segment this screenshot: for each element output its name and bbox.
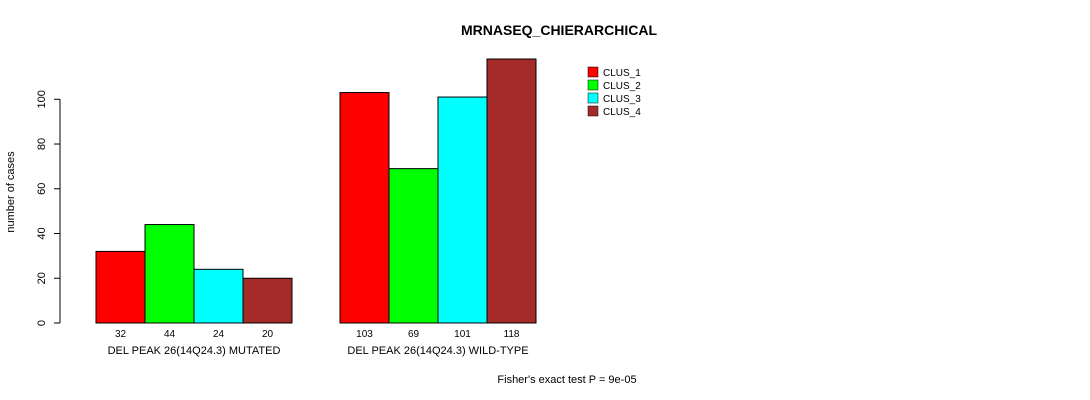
legend-swatch (587, 105, 599, 117)
bar-clus1-group-1 (95, 250, 146, 324)
y-tick-label: 0 (36, 320, 48, 326)
y-axis: 0 20 40 60 80 100 (36, 90, 61, 326)
group-label: DEL PEAK 26(14Q24.3) WILD-TYPE (347, 345, 528, 357)
y-tick-label: 60 (36, 183, 48, 195)
bar-clus4-group-1 (242, 277, 293, 324)
y-axis-label: number of cases (5, 151, 17, 233)
legend-label: CLUS_3 (603, 94, 641, 105)
bar-value-label: 101 (454, 329, 471, 340)
bar-value-label: 24 (213, 329, 225, 340)
value-labels: 32 44 24 20 103 69 101 118 (115, 329, 520, 340)
legend-swatch (587, 79, 599, 91)
fisher-test-footnote: Fisher's exact test P = 9e-05 (497, 374, 636, 386)
bar-clus3-group-1 (193, 268, 244, 324)
bars (95, 58, 537, 324)
bar-value-label: 103 (356, 329, 373, 340)
bar-clus1-group-2 (339, 92, 390, 324)
y-tick-label: 20 (36, 272, 48, 284)
legend: CLUS_1 CLUS_2 CLUS_3 CLUS_4 (587, 66, 641, 118)
legend-swatch (587, 92, 599, 104)
bar-clus4-group-2 (486, 58, 537, 324)
y-tick-label: 100 (36, 90, 48, 108)
legend-label: CLUS_4 (603, 107, 641, 118)
bar-value-label: 69 (408, 329, 420, 340)
bar-value-label: 32 (115, 329, 127, 340)
legend-label: CLUS_1 (603, 68, 641, 79)
bar-clus3-group-2 (437, 96, 488, 324)
bar-value-label: 44 (164, 329, 176, 340)
legend-swatch (587, 66, 599, 78)
bar-value-label: 118 (504, 329, 520, 340)
bar-value-label: 20 (262, 329, 274, 340)
group-label: DEL PEAK 26(14Q24.3) MUTATED (108, 345, 281, 357)
bar-clus2-group-1 (144, 224, 195, 324)
y-tick-label: 40 (36, 227, 48, 239)
y-tick-label: 80 (36, 138, 48, 150)
group-labels: DEL PEAK 26(14Q24.3) MUTATED DEL PEAK 26(… (108, 345, 529, 357)
bar-clus2-group-2 (388, 168, 439, 324)
legend-label: CLUS_2 (603, 81, 641, 92)
chart-title: MRNASEQ_CHIERARCHICAL (461, 22, 657, 38)
